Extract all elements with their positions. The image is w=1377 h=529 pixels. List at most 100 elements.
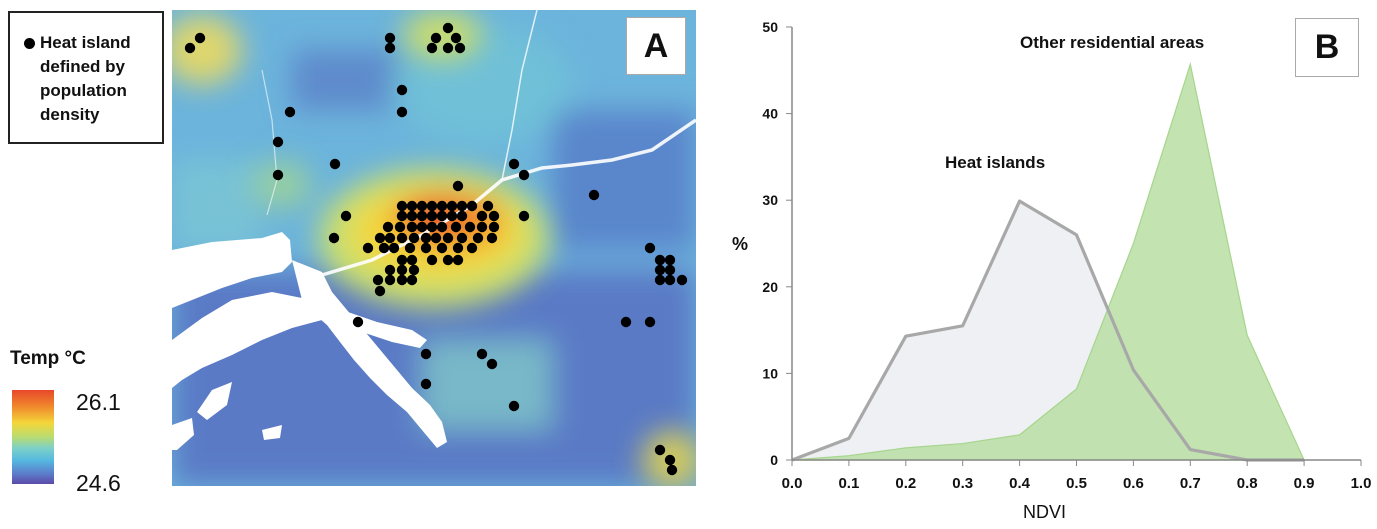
heat-island-dot (664, 264, 676, 276)
heat-island-dot (328, 232, 340, 244)
x-tick-label: 0.6 (1123, 475, 1144, 492)
heat-island-dot (442, 254, 454, 266)
heat-island-dot (406, 200, 418, 212)
heat-island-dot (464, 221, 476, 233)
heat-islands-fill (792, 201, 1305, 461)
heat-island-dot (456, 232, 468, 244)
heat-island-dot (486, 358, 498, 370)
heat-island-dot (396, 254, 408, 266)
map-graphic (172, 10, 696, 486)
heat-island-dot (508, 400, 520, 412)
heat-island-dot (644, 242, 656, 254)
heat-island-dot (664, 274, 676, 286)
colorbar-max-label: 26.1 (76, 389, 121, 415)
heat-island-dot (518, 210, 530, 222)
x-tick-label: 0.3 (952, 475, 973, 492)
heat-island-dot (654, 264, 666, 276)
heat-island-dot (426, 210, 438, 222)
heat-islands-line (791, 199, 1305, 462)
chart-svg: 0.0 0.1 0.2 0.3 0.4 0.5 0.6 0.7 0.8 0.9 1.0 0 10 20 30… (732, 19, 1372, 522)
heat-island-dot (384, 264, 396, 276)
x-tick-label: 0.8 (1237, 475, 1258, 492)
heat-island-dot (362, 242, 374, 254)
x-tick-label: 0.0 (782, 475, 803, 492)
ndvi-distribution-chart: 0.0 0.1 0.2 0.3 0.4 0.5 0.6 0.7 0.8 0.9 1.0 0 10 20 30… (720, 0, 1377, 524)
heat-island-dot (384, 232, 396, 244)
heat-island-dot (396, 200, 408, 212)
other-residential-annotation: Other residential areas (1020, 33, 1204, 52)
heat-island-dot (329, 158, 341, 170)
heat-island-dot (406, 221, 418, 233)
heat-island-dot (436, 221, 448, 233)
heat-island-dot (486, 232, 498, 244)
heat-island-dot (396, 274, 408, 286)
heat-island-dot (436, 200, 448, 212)
other-residential-area (791, 61, 1306, 461)
heat-island-dot (450, 32, 462, 44)
heat-island-dot (666, 464, 678, 476)
heat-island-dot (488, 221, 500, 233)
y-axis-label: % (732, 234, 748, 254)
heat-island-legend: Heat island defined by population densit… (8, 11, 164, 144)
heat-island-dot (384, 32, 396, 44)
heat-island-dot (416, 200, 428, 212)
heat-island-dot (452, 180, 464, 192)
temperature-colorbar (12, 390, 54, 484)
x-tick-label: 0.2 (895, 475, 916, 492)
heat-islands-annotation: Heat islands (945, 153, 1045, 172)
heat-island-dot (416, 221, 428, 233)
heat-island-dot (442, 232, 454, 244)
heat-island-dot (436, 210, 448, 222)
heat-island-dot (420, 348, 432, 360)
heat-island-dot (436, 242, 448, 254)
y-tick-label: 30 (762, 192, 778, 208)
heat-island-dot (378, 242, 390, 254)
heat-island-dot (408, 264, 420, 276)
heat-island-dot (404, 242, 416, 254)
heat-island-dot (396, 264, 408, 276)
heat-island-dot (272, 136, 284, 148)
heat-island-dot (408, 232, 420, 244)
heat-island-dot (588, 189, 600, 201)
heat-island-dot (664, 454, 676, 466)
heat-island-dot (406, 210, 418, 222)
heat-island-dot (476, 348, 488, 360)
heat-island-dot (446, 200, 458, 212)
heat-island-dot (518, 169, 530, 181)
x-tick-label: 1.0 (1351, 475, 1372, 492)
heat-island-dot (384, 42, 396, 54)
heat-island-dot (374, 285, 386, 297)
x-tick-label: 0.4 (1009, 475, 1031, 492)
heat-island-dot (442, 42, 454, 54)
heat-island-dot (394, 221, 406, 233)
heat-island-dot (450, 221, 462, 233)
heat-island-dot (416, 210, 428, 222)
heat-island-dot (442, 22, 454, 34)
x-tick-label: 0.1 (838, 475, 859, 492)
panel-b-label: B (1295, 18, 1359, 77)
heat-island-dot (426, 221, 438, 233)
heat-island-dot (430, 32, 442, 44)
heat-island-dot (430, 232, 442, 244)
heat-island-dot (388, 242, 400, 254)
heat-island-dot (654, 444, 666, 456)
heat-island-dot (426, 200, 438, 212)
heat-island-dot (382, 221, 394, 233)
x-tick-label: 0.7 (1180, 475, 1201, 492)
y-tick-label: 20 (762, 279, 778, 295)
legend-text: Heat island defined by population densit… (40, 33, 131, 124)
heat-island-dot (456, 210, 468, 222)
heat-island-dot (406, 274, 418, 286)
heat-island-dot (406, 254, 418, 266)
x-axis-label: NDVI (1023, 502, 1066, 522)
heat-island-dot (466, 242, 478, 254)
heat-island-dot (456, 200, 468, 212)
heat-island-dot (340, 210, 352, 222)
heat-island-dot (184, 42, 196, 54)
x-tick-label: 0.9 (1294, 475, 1315, 492)
colorbar-min-label: 24.6 (76, 470, 121, 496)
heat-island-dot (472, 232, 484, 244)
heat-island-dot (284, 106, 296, 118)
heat-island-dot (454, 42, 466, 54)
heat-island-dot (384, 274, 396, 286)
